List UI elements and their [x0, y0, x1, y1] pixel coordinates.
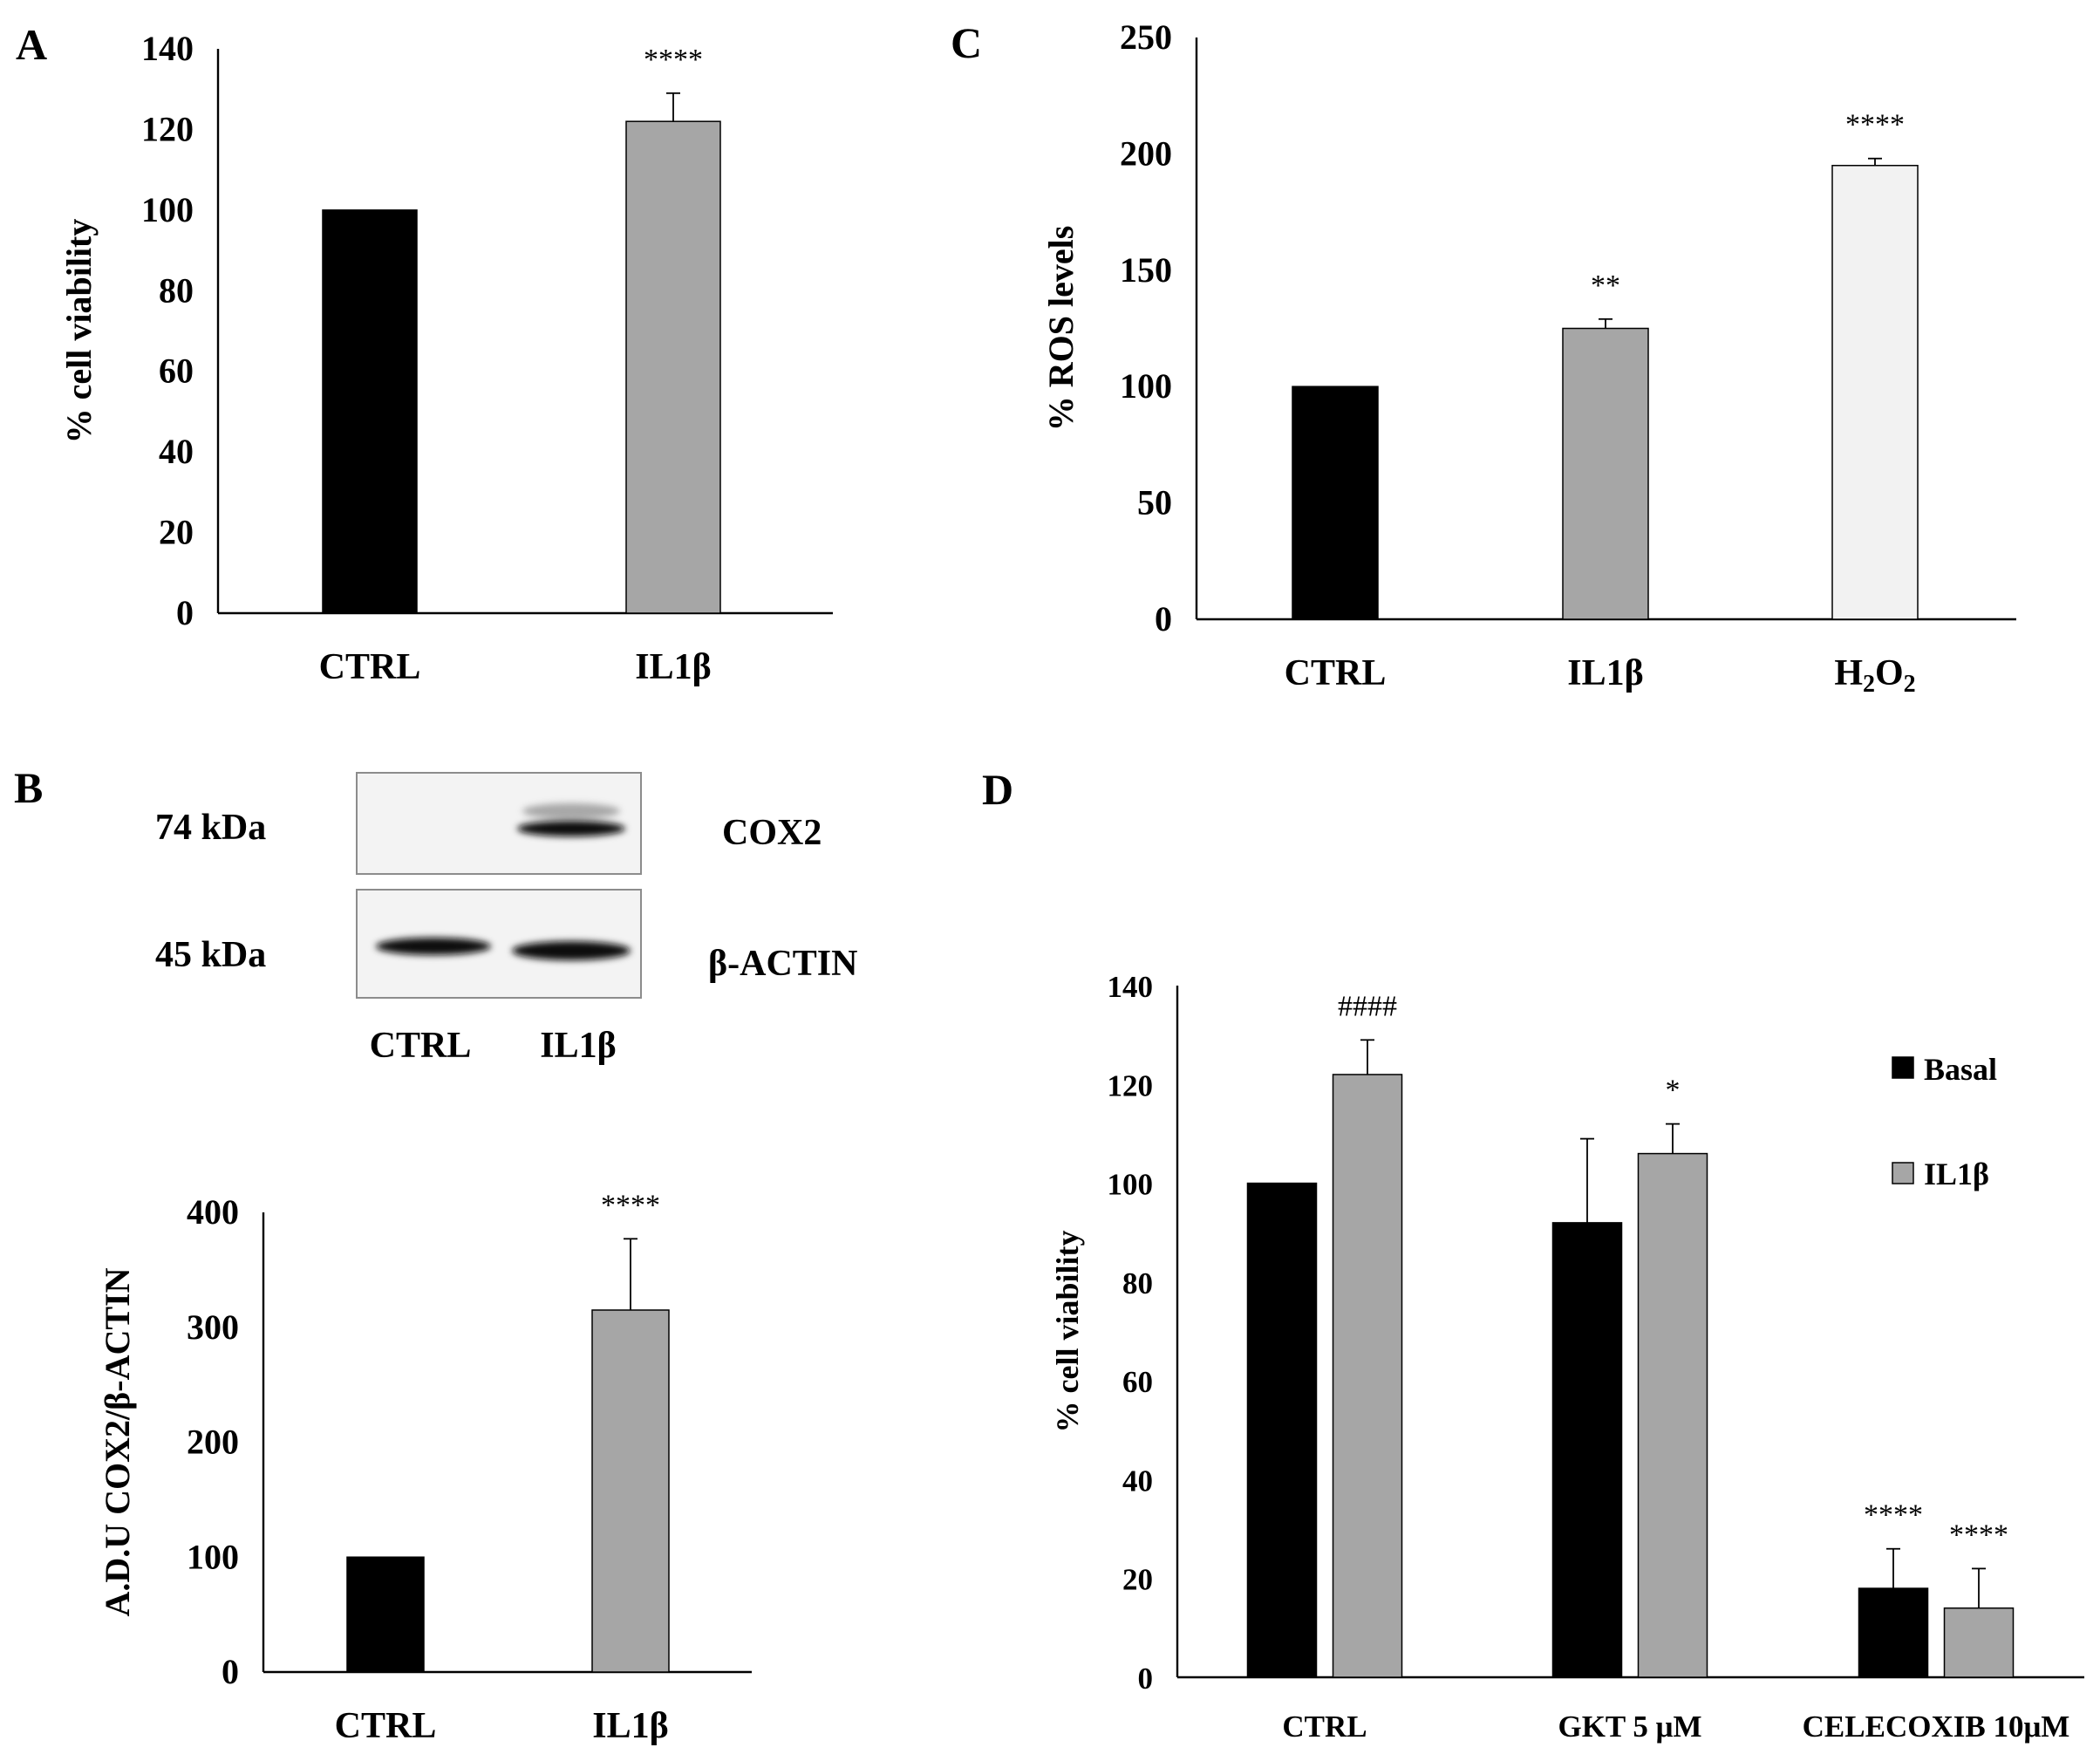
y-tick-label-250: 250	[1120, 17, 1172, 57]
y-tick-label-100: 100	[187, 1537, 239, 1576]
y-tick-label-120: 120	[141, 109, 194, 148]
panel-letter-b: B	[14, 763, 43, 812]
y-tick-label-80: 80	[1122, 1266, 1153, 1300]
x-tick-label-ctrl: CTRL	[1282, 1710, 1367, 1744]
x-tick-label-il1: IL1β	[635, 647, 712, 687]
bar-ctrl-il1	[1332, 1074, 1403, 1678]
y-axis-title: A.D.U COX2/β-ACTIN	[98, 1267, 137, 1616]
blot-size-label-cox2: 74 kDa	[155, 808, 266, 848]
blot-protein-label-cox2: COX2	[722, 813, 822, 853]
chart-panel-b: 0 100 200 300 400 A.D.U COX2/β-ACTIN CTRL **** I…	[98, 1189, 752, 1746]
bar-h2o2	[1831, 164, 1919, 620]
y-tick-label-40: 40	[159, 432, 194, 471]
legend-swatch-basal	[1892, 1056, 1914, 1079]
y-tick-label-200: 200	[1120, 133, 1172, 173]
panel-letter-c: C	[951, 18, 982, 67]
x-tick-label-h2o2: H2O2	[1834, 653, 1915, 698]
y-axis-title: % ROS levels	[1041, 226, 1081, 432]
y-axis-title: % cell viability	[1050, 1231, 1085, 1433]
blot-lane-label-ctrl: CTRL	[370, 1026, 472, 1066]
x-tick-label-il1: IL1β	[592, 1706, 669, 1746]
y-tick-label-150: 150	[1120, 250, 1172, 290]
y-tick-label-300: 300	[187, 1307, 239, 1347]
x-tick-label-ctrl: CTRL	[335, 1706, 437, 1746]
x-tick-label-il1: IL1β	[1567, 653, 1644, 693]
bar-celecoxib-10-m-basal	[1858, 1587, 1929, 1678]
significance-label-il1: ****	[644, 44, 703, 76]
bar-celecoxib-10-m-il1	[1943, 1607, 2015, 1678]
bar-ctrl	[346, 1556, 425, 1673]
y-tick-label-100: 100	[141, 190, 194, 229]
significance-label-il1: ****	[601, 1189, 660, 1221]
legend-swatch-il1b	[1892, 1162, 1914, 1184]
blot-lane-label-il1b: IL1β	[540, 1026, 617, 1066]
y-tick-label-0: 0	[222, 1652, 239, 1691]
bar-il1	[1562, 327, 1649, 620]
y-tick-label-140: 140	[1108, 970, 1154, 1004]
bar-il1	[625, 120, 721, 614]
blot-band-cox2-il1b-upper	[522, 803, 620, 819]
y-axis-title: % cell viability	[59, 219, 99, 444]
significance-label-h2o2: ****	[1845, 109, 1905, 141]
y-tick-label-40: 40	[1122, 1464, 1153, 1498]
x-tick-label-ctrl: CTRL	[1285, 653, 1387, 693]
bar-ctrl	[1292, 386, 1379, 620]
x-tick-label-celecoxib-10-m: CELECOXIB 10μM	[1803, 1710, 2070, 1744]
bar-ctrl-basal	[1246, 1182, 1318, 1678]
legend-label-il1b: IL1β	[1924, 1157, 1989, 1191]
y-tick-label-0: 0	[1155, 599, 1172, 638]
chart-panel-d: 0 20 40 60 80 100 120 140 % cell viability #### CT…	[1050, 970, 2084, 1744]
blot-protein-label-actin: β-ACTIN	[708, 944, 857, 984]
x-tick-label-ctrl: CTRL	[319, 647, 421, 687]
significance-label-gkt-5-m-il1: *	[1666, 1075, 1681, 1107]
y-tick-label-120: 120	[1108, 1068, 1154, 1102]
significance-label-celecoxib-10-m-il1: ****	[1949, 1519, 2008, 1551]
significance-label-celecoxib-10-m-basal: ****	[1864, 1499, 1923, 1532]
y-tick-label-80: 80	[159, 270, 194, 310]
bar-il1	[591, 1309, 670, 1673]
y-tick-label-100: 100	[1120, 366, 1172, 406]
y-tick-label-100: 100	[1108, 1168, 1154, 1202]
y-tick-label-20: 20	[159, 513, 194, 552]
blot-band-actin-ctrl	[376, 938, 491, 955]
y-tick-label-20: 20	[1122, 1563, 1153, 1597]
bar-ctrl	[322, 209, 418, 614]
y-tick-label-400: 400	[187, 1192, 239, 1232]
y-tick-label-0: 0	[176, 593, 194, 632]
panel-letter-d: D	[982, 765, 1013, 814]
legend-panel-d: Basal IL1β	[1892, 1052, 1997, 1191]
y-tick-label-140: 140	[141, 29, 194, 68]
panel-letter-a: A	[16, 20, 47, 69]
bar-gkt-5-m-il1	[1637, 1152, 1708, 1678]
y-tick-label-0: 0	[1138, 1662, 1154, 1696]
blot-panel-cox2	[356, 772, 642, 875]
legend-label-basal: Basal	[1924, 1052, 1997, 1087]
chart-panel-a: 0 20 40 60 80 100 120 140 % cell viability CTRL **…	[59, 29, 833, 687]
significance-label-ctrl-il1: ####	[1338, 990, 1397, 1022]
x-tick-label-gkt-5-m: GKT 5 μM	[1558, 1710, 1701, 1744]
y-tick-label-60: 60	[159, 352, 194, 391]
y-tick-label-50: 50	[1137, 483, 1172, 522]
chart-panel-c: 0 50 100 150 200 250 % ROS levels CTRL ** IL1β ***…	[1041, 17, 2016, 698]
blot-size-label-actin: 45 kDa	[155, 935, 266, 975]
blot-band-actin-il1b	[512, 941, 631, 960]
blot-band-cox2-il1b	[517, 821, 625, 836]
y-tick-label-200: 200	[187, 1423, 239, 1462]
significance-label-il1: **	[1591, 270, 1620, 302]
western-blot: 74 kDa 45 kDa COX2 β-ACTIN CTRL IL1β	[155, 772, 857, 1066]
bar-gkt-5-m-basal	[1551, 1222, 1623, 1678]
y-tick-label-60: 60	[1122, 1365, 1153, 1399]
